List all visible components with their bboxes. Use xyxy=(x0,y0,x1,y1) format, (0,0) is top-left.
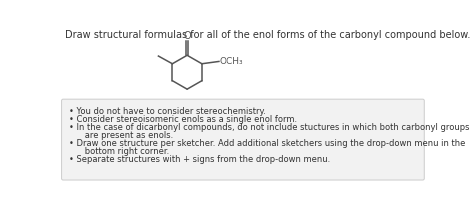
FancyBboxPatch shape xyxy=(62,99,424,180)
Text: • Consider stereoisomeric enols as a single enol form.: • Consider stereoisomeric enols as a sin… xyxy=(69,115,297,124)
Text: Draw structural formulas for all of the enol forms of the carbonyl compound belo: Draw structural formulas for all of the … xyxy=(65,30,471,40)
Text: O: O xyxy=(183,31,191,41)
Text: • In the case of dicarbonyl compounds, do not include stuctures in which both ca: • In the case of dicarbonyl compounds, d… xyxy=(69,123,469,132)
Text: • You do not have to consider stereochemistry.: • You do not have to consider stereochem… xyxy=(69,107,265,116)
Text: • Separate structures with + signs from the drop-down menu.: • Separate structures with + signs from … xyxy=(69,155,330,164)
Text: bottom right corner.: bottom right corner. xyxy=(69,147,169,156)
Text: • Draw one structure per sketcher. Add additional sketchers using the drop-down : • Draw one structure per sketcher. Add a… xyxy=(69,139,465,148)
Text: OCH₃: OCH₃ xyxy=(220,57,243,66)
Text: are present as enols.: are present as enols. xyxy=(69,131,173,140)
